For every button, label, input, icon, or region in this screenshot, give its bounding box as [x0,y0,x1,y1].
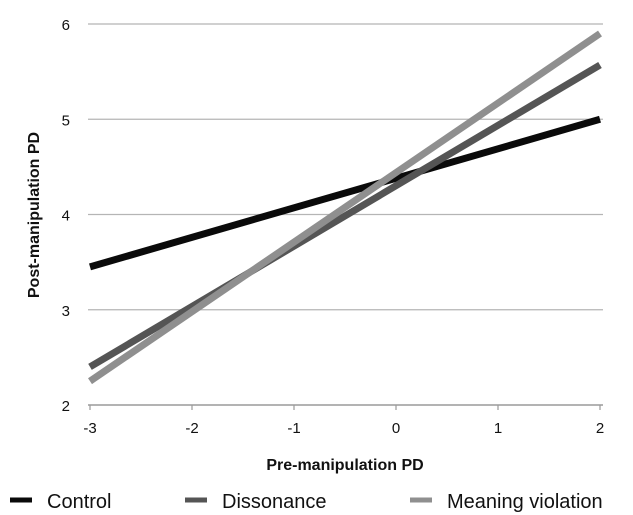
x-tick-label: -2 [185,420,198,437]
y-tick-label: 6 [62,17,70,34]
y-tick-label: 5 [62,112,70,129]
x-tick-label: -1 [287,420,300,437]
series-lines [88,30,602,385]
legend-label: Meaning violation [447,491,603,513]
y-tick-label: 4 [62,208,70,225]
legend-label: Control [47,491,111,513]
legend-item: Control [10,491,111,513]
legend: Control Dissonance Meaning violation [10,491,603,513]
y-axis-ticks: 2 3 4 5 6 [62,17,70,415]
series-line-meaning-violation [88,30,602,385]
legend-item: Meaning violation [410,491,603,513]
y-axis-title: Post-manipulation PD [26,132,43,298]
y-tick-label: 3 [62,303,70,320]
y-tick-label: 2 [62,398,70,415]
x-tick-label: -3 [83,420,96,437]
series-line-control [89,115,601,271]
legend-item: Dissonance [185,491,327,513]
series-line-dissonance [88,61,602,370]
x-tick-label: 1 [494,420,502,437]
x-axis-ticks: -3 -2 -1 0 1 2 [83,405,604,437]
x-axis-title: Pre-manipulation PD [266,457,423,474]
legend-label: Dissonance [222,491,327,513]
x-tick-label: 2 [596,420,604,437]
gridlines [88,23,603,311]
x-tick-label: 0 [392,420,400,437]
